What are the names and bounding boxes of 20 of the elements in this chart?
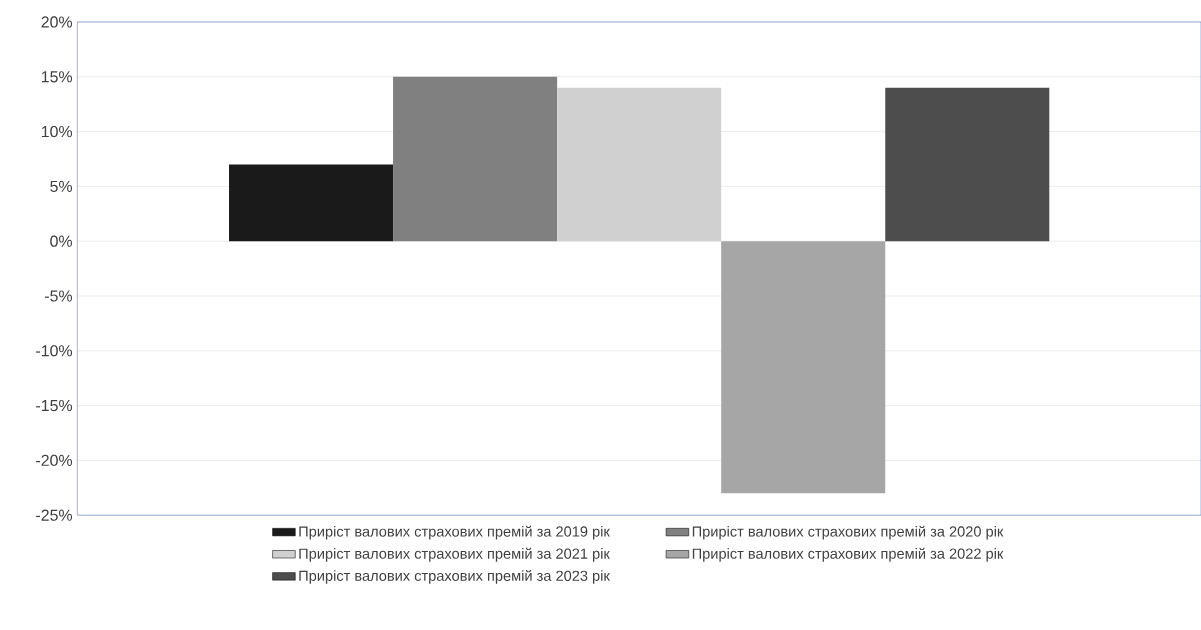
bar	[393, 76, 558, 242]
y-tick-label: 10%	[41, 126, 73, 138]
bar	[885, 87, 1050, 242]
y-tick-label: -10%	[36, 345, 73, 357]
y-tick-label: -25%	[36, 509, 73, 521]
legend-label: Приріст валових страхових премій за 2023 рік	[299, 570, 610, 584]
legend-label: Приріст валових страхових премій за 2020 рік	[692, 525, 1004, 540]
bar	[229, 164, 394, 242]
y-tick-label: 20%	[41, 16, 73, 28]
bar	[557, 87, 722, 242]
legend-label: Приріст валових страхових премій за 2021 рік	[299, 547, 610, 562]
legend-label: Приріст валових страхових премій за 2022 рік	[692, 547, 1004, 562]
y-tick-label: 15%	[41, 71, 73, 83]
legend-label: Приріст валових страхових премій за 2019 рік	[299, 525, 610, 540]
y-tick-label: -20%	[36, 454, 73, 467]
y-tick-label: -5%	[45, 290, 73, 302]
y-tick-label: 5%	[50, 180, 73, 193]
y-tick-label: -15%	[36, 400, 73, 412]
bar	[721, 241, 886, 494]
y-tick-label: 0%	[50, 235, 73, 247]
